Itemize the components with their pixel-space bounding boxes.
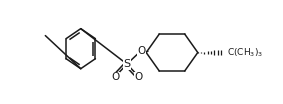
- Text: O: O: [134, 72, 143, 82]
- Text: O: O: [138, 46, 146, 56]
- Text: S: S: [123, 59, 130, 69]
- Polygon shape: [144, 51, 149, 54]
- Text: C(CH$_3$)$_3$: C(CH$_3$)$_3$: [227, 46, 263, 59]
- Text: O: O: [111, 72, 119, 82]
